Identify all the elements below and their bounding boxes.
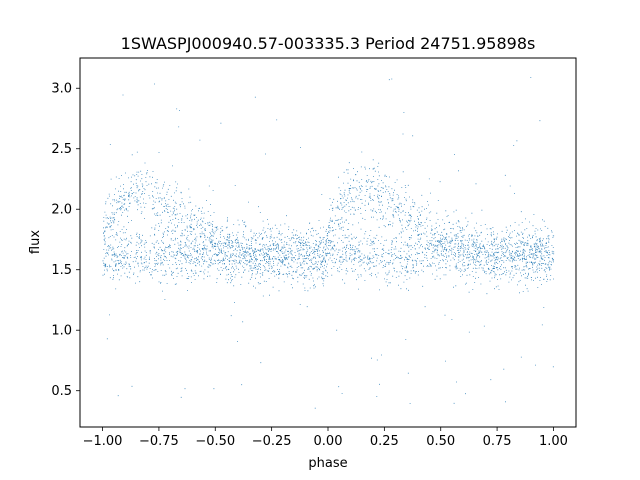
x-tick-label: 1.00 (539, 434, 568, 449)
x-axis-ticks: −1.00 −0.75 −0.50 −0.25 0.00 0.25 0.50 0.75 1.00 (83, 427, 568, 449)
x-tick-label: 0.25 (370, 434, 399, 449)
y-tick-label: 0.5 (51, 384, 72, 399)
x-tick-label: −0.50 (195, 434, 235, 449)
x-tick-label: −0.75 (139, 434, 179, 449)
y-tick-label: 2.5 (51, 142, 72, 157)
y-tick-label: 1.5 (51, 263, 72, 278)
x-tick-label: −1.00 (83, 434, 123, 449)
y-tick-label: 2.0 (51, 203, 72, 218)
x-tick-label: −0.25 (252, 434, 292, 449)
scatter-points (102, 77, 555, 409)
chart-title: 1SWASPJ000940.57-003335.3 Period 24751.9… (121, 34, 536, 53)
y-axis-label: flux (28, 230, 43, 254)
y-tick-label: 3.0 (51, 82, 72, 97)
y-axis-ticks: 0.5 1.0 1.5 2.0 2.5 3.0 (51, 82, 80, 399)
x-axis-label: phase (308, 456, 347, 471)
y-tick-label: 1.0 (51, 324, 72, 339)
data-points (102, 77, 555, 409)
x-tick-label: 0.75 (483, 434, 512, 449)
x-tick-label: 0.00 (314, 434, 343, 449)
x-tick-label: 0.50 (426, 434, 455, 449)
